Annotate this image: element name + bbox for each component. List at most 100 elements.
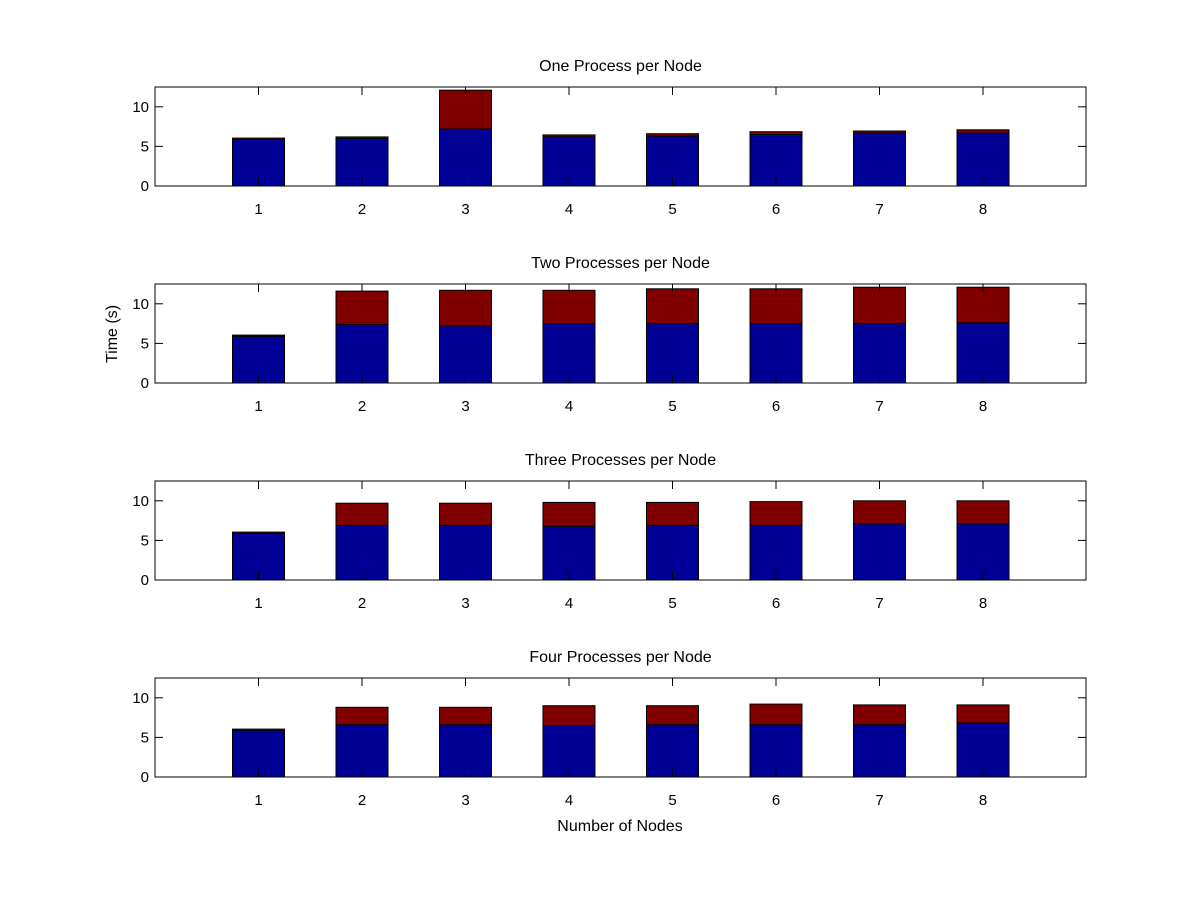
x-tick-label: 1	[254, 398, 262, 415]
bar-upper-node-4	[542, 289, 596, 325]
x-tick-label: 7	[875, 792, 883, 809]
bar-lower-node-7	[853, 132, 906, 187]
bar-lower-node-3	[439, 128, 492, 187]
x-tick-label: 2	[358, 792, 366, 809]
bar-upper-node-1	[232, 334, 285, 337]
x-tick-label: 4	[565, 595, 573, 612]
subplot-title: One Process per Node	[539, 58, 702, 75]
bar-lower-node-2	[335, 524, 389, 581]
subplot-title: Three Processes per Node	[525, 452, 716, 469]
x-tick-label: 8	[979, 398, 987, 415]
bar-upper-node-6	[749, 703, 803, 726]
bar-upper-node-3	[439, 502, 492, 526]
y-tick-label: 10	[132, 493, 149, 510]
x-tick-label: 8	[979, 595, 987, 612]
bar-upper-node-1	[232, 728, 285, 731]
x-tick-label: 5	[668, 595, 676, 612]
x-tick-label: 4	[565, 398, 573, 415]
bar-lower-node-3	[439, 524, 492, 581]
x-tick-label: 3	[461, 201, 469, 218]
subplot-1: One Process per Node 1 2 3 4 5 6 7 8 0 5 10	[132, 58, 1087, 218]
y-tick-label: 10	[132, 99, 149, 116]
x-tick-label: 6	[772, 792, 780, 809]
x-tick-label: 6	[772, 398, 780, 415]
y-tick-label: 5	[141, 729, 149, 746]
axes-frame	[154, 677, 1087, 778]
bar-upper-node-4	[542, 705, 596, 727]
y-tick-label: 10	[132, 690, 149, 707]
y-axis-label: Time (s)	[104, 305, 121, 363]
bar-upper-node-3	[439, 89, 492, 130]
bar-upper-node-8	[956, 286, 1010, 324]
x-tick-label: 7	[875, 201, 883, 218]
y-tick-label: 0	[141, 375, 149, 392]
bar-upper-node-5	[646, 288, 699, 325]
bar-upper-node-4	[542, 134, 596, 138]
bar-lower-node-7	[853, 523, 906, 581]
bar-lower-node-8	[956, 132, 1010, 187]
x-axis-label: Number of Nodes	[557, 818, 682, 835]
x-tick-label: 2	[358, 398, 366, 415]
x-tick-label: 2	[358, 595, 366, 612]
bar-upper-node-3	[439, 289, 492, 327]
x-tick-label: 5	[668, 201, 676, 218]
x-tick-label: 5	[668, 398, 676, 415]
bar-lower-node-4	[542, 323, 596, 384]
subplot-3: Three Processes per Node 1 2 3 4 5 6 7 8 0 5 10	[132, 452, 1087, 612]
bar-upper-node-6	[749, 131, 803, 135]
subplot-4: Four Processes per Node 1 2 3 4 5 6 7 8 0 5 10	[132, 649, 1087, 809]
x-tick-label: 5	[668, 792, 676, 809]
bar-lower-node-8	[956, 523, 1010, 581]
axes-frame	[154, 283, 1087, 384]
bar-upper-node-7	[853, 704, 906, 726]
bar-upper-node-6	[749, 288, 803, 325]
bar-lower-node-6	[749, 724, 803, 778]
bar-lower-node-3	[439, 724, 492, 778]
bar-upper-node-2	[335, 290, 389, 325]
bar-upper-node-5	[646, 133, 699, 137]
x-tick-label: 3	[461, 398, 469, 415]
y-tick-label: 10	[132, 296, 149, 313]
y-tick-label: 5	[141, 532, 149, 549]
subplot-2: Two Processes per Node 1 2 3 4 5 6 7 8 0 5 10	[132, 255, 1087, 415]
x-tick-label: 4	[565, 792, 573, 809]
bar-lower-node-8	[956, 322, 1010, 384]
bar-upper-node-7	[853, 286, 906, 325]
bar-upper-node-1	[232, 531, 285, 534]
bar-upper-node-2	[335, 136, 389, 139]
x-tick-label: 4	[565, 201, 573, 218]
axes-frame	[154, 86, 1087, 187]
bar-lower-node-4	[542, 725, 596, 778]
x-tick-label: 1	[254, 595, 262, 612]
x-tick-label: 1	[254, 201, 262, 218]
bar-lower-node-6	[749, 323, 803, 384]
axes-frame	[154, 480, 1087, 581]
bar-lower-node-6	[749, 134, 803, 187]
bar-lower-node-3	[439, 325, 492, 384]
x-tick-label: 3	[461, 792, 469, 809]
bar-lower-node-6	[749, 524, 803, 581]
y-tick-label: 5	[141, 138, 149, 155]
subplot-title: Four Processes per Node	[529, 649, 711, 666]
bar-upper-node-7	[853, 500, 906, 525]
bar-lower-node-5	[646, 524, 699, 581]
x-tick-label: 1	[254, 792, 262, 809]
bar-upper-node-5	[646, 705, 699, 726]
y-tick-label: 0	[141, 572, 149, 589]
bar-upper-node-8	[956, 500, 1010, 525]
bar-lower-node-4	[542, 525, 596, 581]
x-tick-label: 8	[979, 201, 987, 218]
x-tick-label: 6	[772, 201, 780, 218]
bar-lower-node-8	[956, 722, 1010, 778]
bar-lower-node-2	[335, 323, 389, 384]
bar-lower-node-5	[646, 135, 699, 187]
bar-upper-node-3	[439, 706, 492, 726]
y-tick-label: 0	[141, 178, 149, 195]
y-tick-label: 5	[141, 335, 149, 352]
bar-lower-node-7	[853, 323, 906, 384]
x-tick-label: 8	[979, 792, 987, 809]
bar-upper-node-8	[956, 704, 1010, 724]
bar-lower-node-5	[646, 323, 699, 384]
